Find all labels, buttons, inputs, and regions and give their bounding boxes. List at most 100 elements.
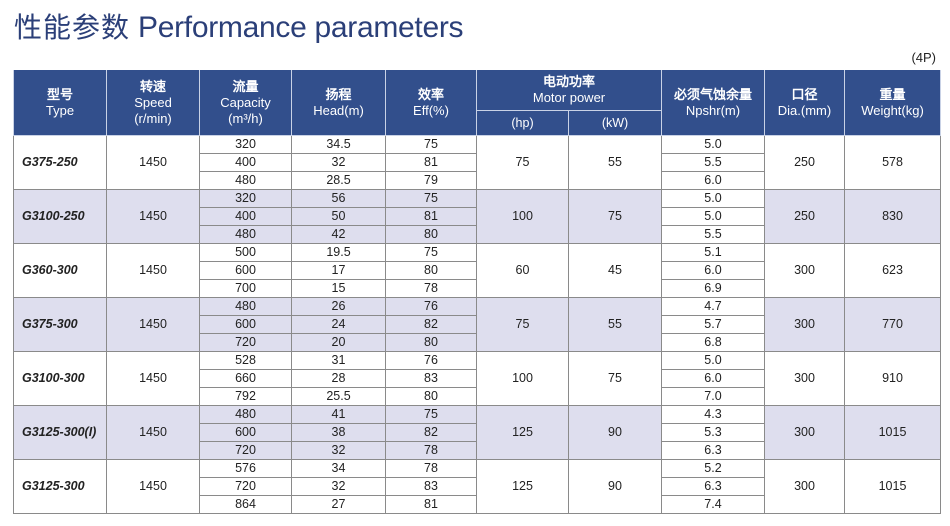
cell-capacity: 660 [199, 369, 292, 388]
cell-capacity: 480 [199, 297, 292, 316]
table-body: G375-250 1450 320 34.5 75 75 55 5.0 250 578 400 32 8… [13, 135, 941, 514]
cell-npshr: 7.0 [661, 387, 765, 406]
cell-diameter: 300 [764, 243, 845, 298]
cell-hp: 100 [476, 189, 569, 244]
table-row: 600 17 80 6.0 [14, 261, 941, 280]
cell-head: 34 [291, 459, 386, 478]
cell-capacity: 600 [199, 423, 292, 442]
cell-kw: 90 [568, 459, 662, 514]
cell-head: 15 [291, 279, 386, 298]
cell-efficiency: 80 [385, 387, 477, 406]
page-title: 性能参数 Performance parameters [14, 6, 464, 46]
cell-model: G375-300 [13, 297, 107, 352]
cell-hp: 60 [476, 243, 569, 298]
cell-efficiency: 78 [385, 459, 477, 478]
cell-kw: 45 [568, 243, 662, 298]
cell-head: 19.5 [291, 243, 386, 262]
cell-weight: 910 [844, 351, 941, 406]
page-title-cn: 性能参数 [14, 11, 131, 44]
cell-capacity: 600 [199, 315, 292, 334]
cell-capacity: 320 [199, 189, 292, 208]
cell-head: 26 [291, 297, 386, 316]
cell-head: 42 [291, 225, 386, 244]
cell-kw: 75 [568, 351, 662, 406]
table-row: 600 38 82 5.3 [14, 423, 941, 442]
cell-diameter: 250 [764, 135, 845, 190]
cell-head: 28.5 [291, 171, 386, 190]
cell-head: 32 [291, 441, 386, 460]
cell-hp: 75 [476, 297, 569, 352]
cell-capacity: 720 [199, 441, 292, 460]
cell-model: G3100-300 [13, 351, 107, 406]
cell-npshr: 5.0 [661, 135, 765, 154]
cell-npshr: 5.1 [661, 243, 765, 262]
cell-head: 20 [291, 333, 386, 352]
cell-speed: 1450 [106, 405, 200, 460]
cell-head: 38 [291, 423, 386, 442]
cell-npshr: 6.0 [661, 261, 765, 280]
cell-speed: 1450 [106, 135, 200, 190]
table-row: G3125-300(I) 1450 480 41 75 125 90 4.3 300 1015 [13, 405, 941, 460]
cell-npshr: 5.0 [661, 207, 765, 226]
cell-efficiency: 83 [385, 477, 477, 496]
cell-capacity: 792 [199, 387, 292, 406]
cell-model: G3100-250 [13, 189, 107, 244]
cell-efficiency: 76 [385, 297, 477, 316]
cell-head: 41 [291, 405, 386, 424]
table-row: G3125-300 1450 576 34 78 125 90 5.2 300 1015 [13, 459, 941, 514]
cell-npshr: 5.5 [661, 153, 765, 172]
table-row: G375-300 1450 480 26 76 75 55 4.7 300 770 [13, 297, 941, 352]
cell-capacity: 700 [199, 279, 292, 298]
table-row: 660 28 83 6.0 [14, 369, 941, 388]
cell-npshr: 5.7 [661, 315, 765, 334]
cell-head: 56 [291, 189, 386, 208]
cell-capacity: 480 [199, 225, 292, 244]
cell-npshr: 5.0 [661, 189, 765, 208]
cell-capacity: 500 [199, 243, 292, 262]
cell-efficiency: 80 [385, 225, 477, 244]
cell-head: 31 [291, 351, 386, 370]
table-row: G360-300 1450 500 19.5 75 60 45 5.1 300 623 [13, 243, 941, 298]
cell-npshr: 7.4 [661, 495, 765, 514]
cell-efficiency: 78 [385, 441, 477, 460]
cell-weight: 770 [844, 297, 941, 352]
cell-hp: 100 [476, 351, 569, 406]
cell-capacity: 576 [199, 459, 292, 478]
cell-model: G3125-300(I) [13, 405, 107, 460]
cell-npshr: 6.3 [661, 477, 765, 496]
cell-kw: 55 [568, 297, 662, 352]
cell-efficiency: 80 [385, 333, 477, 352]
cell-head: 28 [291, 369, 386, 388]
cell-efficiency: 75 [385, 243, 477, 262]
cell-kw: 55 [568, 135, 662, 190]
cell-efficiency: 83 [385, 369, 477, 388]
header-head: 扬程 Head(m) [291, 70, 386, 136]
cell-efficiency: 75 [385, 189, 477, 208]
cell-speed: 1450 [106, 459, 200, 514]
table-row: G3100-300 1450 528 31 76 100 75 5.0 300 910 [13, 351, 941, 406]
cell-diameter: 300 [764, 297, 845, 352]
cell-capacity: 720 [199, 333, 292, 352]
table-row: 720 32 83 6.3 [14, 477, 941, 496]
cell-speed: 1450 [106, 189, 200, 244]
cell-npshr: 6.0 [661, 369, 765, 388]
header-motor-power: 电动功率 Motor power [476, 70, 662, 111]
cell-npshr: 5.2 [661, 459, 765, 478]
cell-npshr: 4.3 [661, 405, 765, 424]
cell-npshr: 6.8 [661, 333, 765, 352]
cell-weight: 1015 [844, 405, 941, 460]
header-capacity: 流量 Capacity (m³/h) [199, 70, 292, 136]
cell-model: G360-300 [13, 243, 107, 298]
cell-model: G3125-300 [13, 459, 107, 514]
cell-speed: 1450 [106, 351, 200, 406]
table-row: 400 50 81 5.0 [14, 207, 941, 226]
cell-capacity: 480 [199, 171, 292, 190]
cell-head: 32 [291, 153, 386, 172]
header-speed: 转速 Speed (r/min) [106, 70, 200, 136]
header-type: 型号 Type [13, 70, 107, 136]
cell-hp: 125 [476, 405, 569, 460]
cell-weight: 623 [844, 243, 941, 298]
cell-diameter: 300 [764, 405, 845, 460]
performance-table: 型号 Type 转速 Speed (r/min) 流量 Capacity (m³/h) 扬… [13, 70, 941, 514]
cell-efficiency: 82 [385, 423, 477, 442]
